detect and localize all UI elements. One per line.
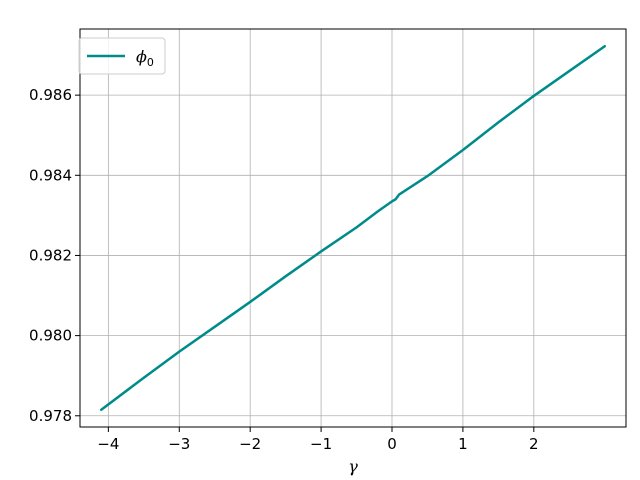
- legend: ϕ0: [78, 37, 166, 75]
- y-tick-label: 0.982: [29, 246, 72, 264]
- x-tick-label: −1: [310, 435, 332, 453]
- y-axis-ticks: 0.978 0.980 0.982 0.984 0.986: [29, 86, 80, 425]
- x-tick-label: 0: [387, 435, 397, 453]
- legend-label-subscript: 0: [147, 56, 154, 69]
- x-tick-label: 1: [458, 435, 468, 453]
- series-layer: [100, 44, 606, 412]
- x-axis-ticks: −4 −3 −2 −1 0 1 2: [97, 427, 539, 453]
- y-tick-label: 0.986: [29, 86, 72, 104]
- x-tick-label: 2: [529, 435, 539, 453]
- y-tick-label: 0.984: [29, 166, 72, 184]
- x-tick-label: −3: [168, 435, 190, 453]
- series-line-phi0: [100, 44, 606, 412]
- x-axis-label: γ: [348, 457, 358, 476]
- x-tick-label: −4: [97, 435, 119, 453]
- y-tick-label: 0.978: [29, 407, 72, 425]
- grid-lines: [80, 29, 626, 427]
- y-tick-label: 0.980: [29, 327, 72, 345]
- legend-label-phi0: ϕ0: [136, 47, 154, 69]
- plot-area-frame: [79, 28, 627, 428]
- legend-label-symbol: ϕ: [136, 47, 147, 66]
- x-tick-label: −2: [239, 435, 261, 453]
